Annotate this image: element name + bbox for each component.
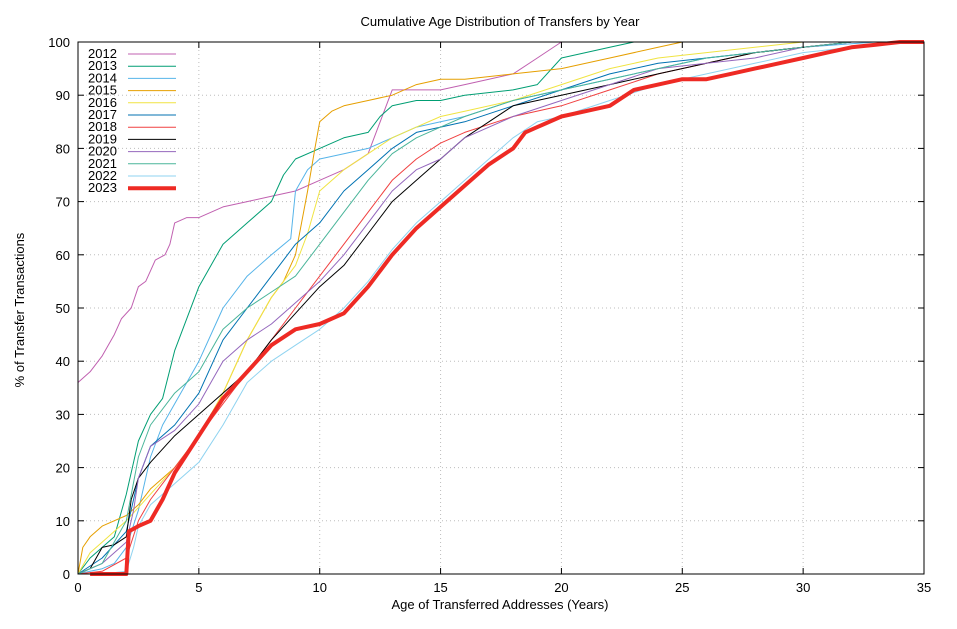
x-tick-label: 25 [675, 580, 689, 595]
x-tick-label: 35 [917, 580, 931, 595]
series-line-2023 [90, 40, 924, 576]
x-axis-title: Age of Transferred Addresses (Years) [391, 597, 608, 612]
x-tick-label: 10 [312, 580, 326, 595]
legend-label-2023: 2023 [88, 180, 117, 195]
x-tick-label: 5 [195, 580, 202, 595]
x-tick-label: 0 [74, 580, 81, 595]
y-tick-label: 80 [56, 141, 70, 156]
series-line-2012 [77, 41, 924, 383]
y-tick-label: 50 [56, 301, 70, 316]
series-line-2021 [77, 41, 924, 575]
y-tick-label: 40 [56, 354, 70, 369]
series-line-2022 [78, 41, 924, 575]
series-line-2015 [77, 41, 924, 575]
series-line-2017 [77, 41, 924, 575]
legend-label-2022: 2022 [88, 168, 117, 183]
legend-label-2018: 2018 [88, 119, 117, 134]
legend-label-2015: 2015 [88, 83, 117, 98]
x-tick-label: 15 [433, 580, 447, 595]
legend-label-2020: 2020 [88, 144, 117, 159]
y-axis-title: % of Transfer Transactions [12, 232, 27, 387]
y-tick-label: 60 [56, 248, 70, 263]
legend-label-2019: 2019 [88, 131, 117, 146]
x-tick-label: 30 [796, 580, 810, 595]
y-tick-label: 10 [56, 514, 70, 529]
y-tick-label: 90 [56, 88, 70, 103]
series-line-2019 [77, 41, 924, 575]
axis-ticks: 0 5 10 15 20 25 30 35 0 10 20 30 40 50 60 70 80 90 100 [48, 35, 931, 595]
legend-label-2016: 2016 [88, 95, 117, 110]
y-tick-label: 70 [56, 195, 70, 210]
y-tick-label: 0 [63, 567, 70, 582]
series-line-2013 [77, 41, 924, 575]
series-line-2016 [77, 41, 924, 575]
legend-label-2013: 2013 [88, 58, 117, 73]
y-tick-label: 20 [56, 461, 70, 476]
y-tick-label: 100 [48, 35, 70, 50]
x-tick-label: 20 [554, 580, 568, 595]
legend-label-2017: 2017 [88, 107, 117, 122]
legend-label-2014: 2014 [88, 70, 117, 85]
chart-title: Cumulative Age Distribution of Transfers… [361, 14, 641, 29]
series-lines [77, 40, 924, 576]
legend: 2012201320142015201620172018201920202021… [88, 46, 176, 195]
legend-label-2012: 2012 [88, 46, 117, 61]
series-line-2020 [77, 41, 924, 575]
legend-label-2021: 2021 [88, 156, 117, 171]
y-tick-label: 30 [56, 407, 70, 422]
